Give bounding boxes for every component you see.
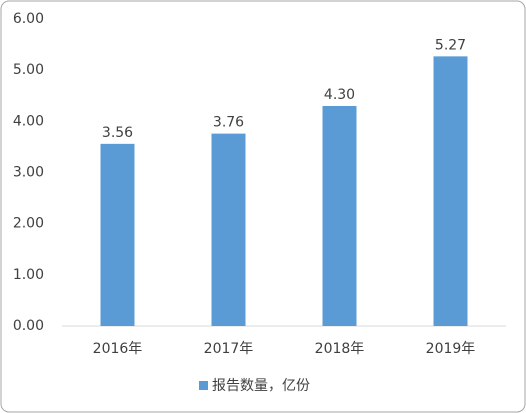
- y-tick-label: 3.00: [13, 165, 44, 181]
- x-tick-label: 2019年: [426, 341, 476, 357]
- y-tick-label: 4.00: [13, 113, 44, 129]
- legend-label: 报告数量，亿份: [212, 378, 310, 394]
- y-tick-label: 0.00: [13, 318, 44, 334]
- value-label: 5.27: [435, 37, 466, 53]
- y-tick-label: 6.00: [13, 11, 44, 27]
- y-tick-label: 1.00: [13, 267, 44, 283]
- value-label: 3.76: [213, 115, 244, 131]
- x-tick-label: 2018年: [315, 341, 365, 357]
- bar: [100, 143, 135, 326]
- bar: [211, 133, 246, 326]
- legend-swatch: [199, 381, 208, 390]
- value-label: 3.56: [102, 125, 133, 141]
- y-tick-label: 5.00: [13, 62, 44, 78]
- x-tick-label: 2016年: [93, 341, 143, 357]
- x-tick-label: 2017年: [204, 341, 254, 357]
- y-tick-label: 2.00: [13, 216, 44, 232]
- bar: [433, 56, 468, 327]
- bar: [322, 105, 357, 326]
- value-label: 4.30: [324, 87, 355, 103]
